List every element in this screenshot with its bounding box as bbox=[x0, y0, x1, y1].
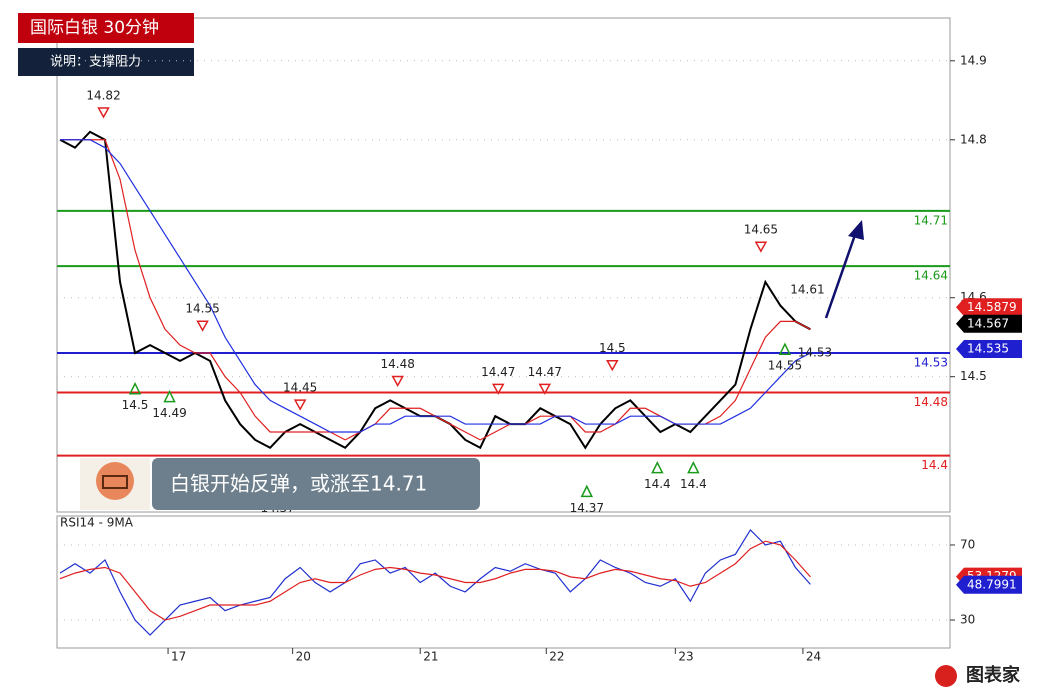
annotation-label: 14.53 bbox=[798, 346, 832, 360]
annotation-label: 14.5 bbox=[122, 398, 149, 412]
annotation-label: 14.49 bbox=[152, 406, 186, 420]
caption: 白银开始反弹，或涨至14.71 bbox=[170, 472, 427, 496]
low-marker bbox=[778, 342, 792, 355]
price-tag-label: 48.7991 bbox=[967, 577, 1017, 591]
price-tag bbox=[956, 575, 1022, 594]
arrow bbox=[824, 231, 858, 319]
annotation-label: 14.37 bbox=[570, 501, 604, 515]
arrow-head bbox=[848, 220, 864, 240]
y-tick-label: 14.8 bbox=[960, 132, 987, 146]
annotation-label: 14.47 bbox=[481, 365, 515, 379]
x-tick-label: 21 bbox=[423, 650, 438, 664]
y-tick-label: 14.5 bbox=[960, 369, 987, 383]
main-frame bbox=[56, 17, 951, 513]
annotation-label: 14.48 bbox=[381, 357, 415, 371]
y-tick-label: 14.9 bbox=[960, 53, 987, 67]
price-tag-label: 14.5879 bbox=[967, 300, 1017, 314]
high-marker bbox=[293, 399, 307, 411]
low-marker bbox=[651, 460, 664, 474]
x-tick-label: 20 bbox=[296, 650, 311, 664]
high-marker bbox=[606, 359, 619, 372]
low-marker bbox=[163, 389, 176, 403]
high-marker bbox=[196, 320, 209, 332]
high-marker bbox=[97, 107, 110, 119]
low-marker bbox=[580, 484, 594, 498]
price-tag bbox=[956, 314, 1022, 333]
title-badge bbox=[18, 13, 194, 43]
annotation-label: 14.4 bbox=[680, 477, 707, 491]
series-line bbox=[59, 528, 811, 636]
x-tick-label: 22 bbox=[549, 650, 564, 664]
icon-glyph bbox=[102, 475, 128, 489]
logo-icon bbox=[935, 665, 957, 687]
level-label: 14.48 bbox=[914, 395, 948, 409]
x-tick-label: 23 bbox=[678, 650, 693, 664]
logo: 图表家 bbox=[966, 664, 1021, 686]
subtitle-badge bbox=[18, 48, 194, 76]
level-label: 14.4 bbox=[921, 458, 948, 472]
price-tag bbox=[956, 340, 1022, 359]
annotation-label: 14.55 bbox=[185, 302, 219, 316]
annotation-label: 14.65 bbox=[744, 223, 778, 237]
price-tag bbox=[956, 298, 1022, 317]
level-label: 14.53 bbox=[914, 356, 948, 370]
annotation-label: 14.5 bbox=[599, 341, 626, 355]
level-label: 14.64 bbox=[914, 269, 948, 283]
high-marker bbox=[538, 383, 552, 395]
y-tick-label: 70 bbox=[960, 537, 975, 551]
x-tick-label: 24 bbox=[806, 650, 821, 664]
panel-title: RSI14 - 9MA bbox=[60, 516, 134, 530]
annotation-label: 14.45 bbox=[283, 381, 317, 395]
annotation-label: 14.47 bbox=[528, 365, 562, 379]
caption-box bbox=[152, 458, 480, 510]
low-marker bbox=[687, 460, 700, 474]
icon bbox=[96, 462, 134, 500]
series-line bbox=[60, 139, 811, 433]
y-tick-label: 30 bbox=[960, 613, 975, 627]
annotation-label: 14.61 bbox=[790, 282, 824, 296]
plot: 14.914.814.614.517 20 21 22 23 2414.7114.6414… bbox=[57, 53, 1022, 664]
x-tick-label: 17 bbox=[171, 650, 186, 664]
subtitle: 说明：支撑阻力 bbox=[50, 55, 141, 70]
annotation-label: 14.4 bbox=[644, 477, 671, 491]
title: 国际白银 30分钟 bbox=[30, 18, 159, 38]
series-line bbox=[59, 540, 811, 621]
high-marker bbox=[754, 241, 768, 253]
level-label: 14.71 bbox=[914, 213, 948, 227]
annotation-label: 14.82 bbox=[86, 88, 120, 102]
price-tag-label: 14.535 bbox=[967, 342, 1009, 356]
low-marker bbox=[128, 382, 142, 395]
annotation-label: 14.55 bbox=[768, 359, 802, 373]
price-tag-label: 14.567 bbox=[967, 316, 1009, 330]
high-marker bbox=[491, 383, 505, 395]
high-marker bbox=[391, 375, 404, 388]
rsi-frame bbox=[56, 515, 951, 649]
